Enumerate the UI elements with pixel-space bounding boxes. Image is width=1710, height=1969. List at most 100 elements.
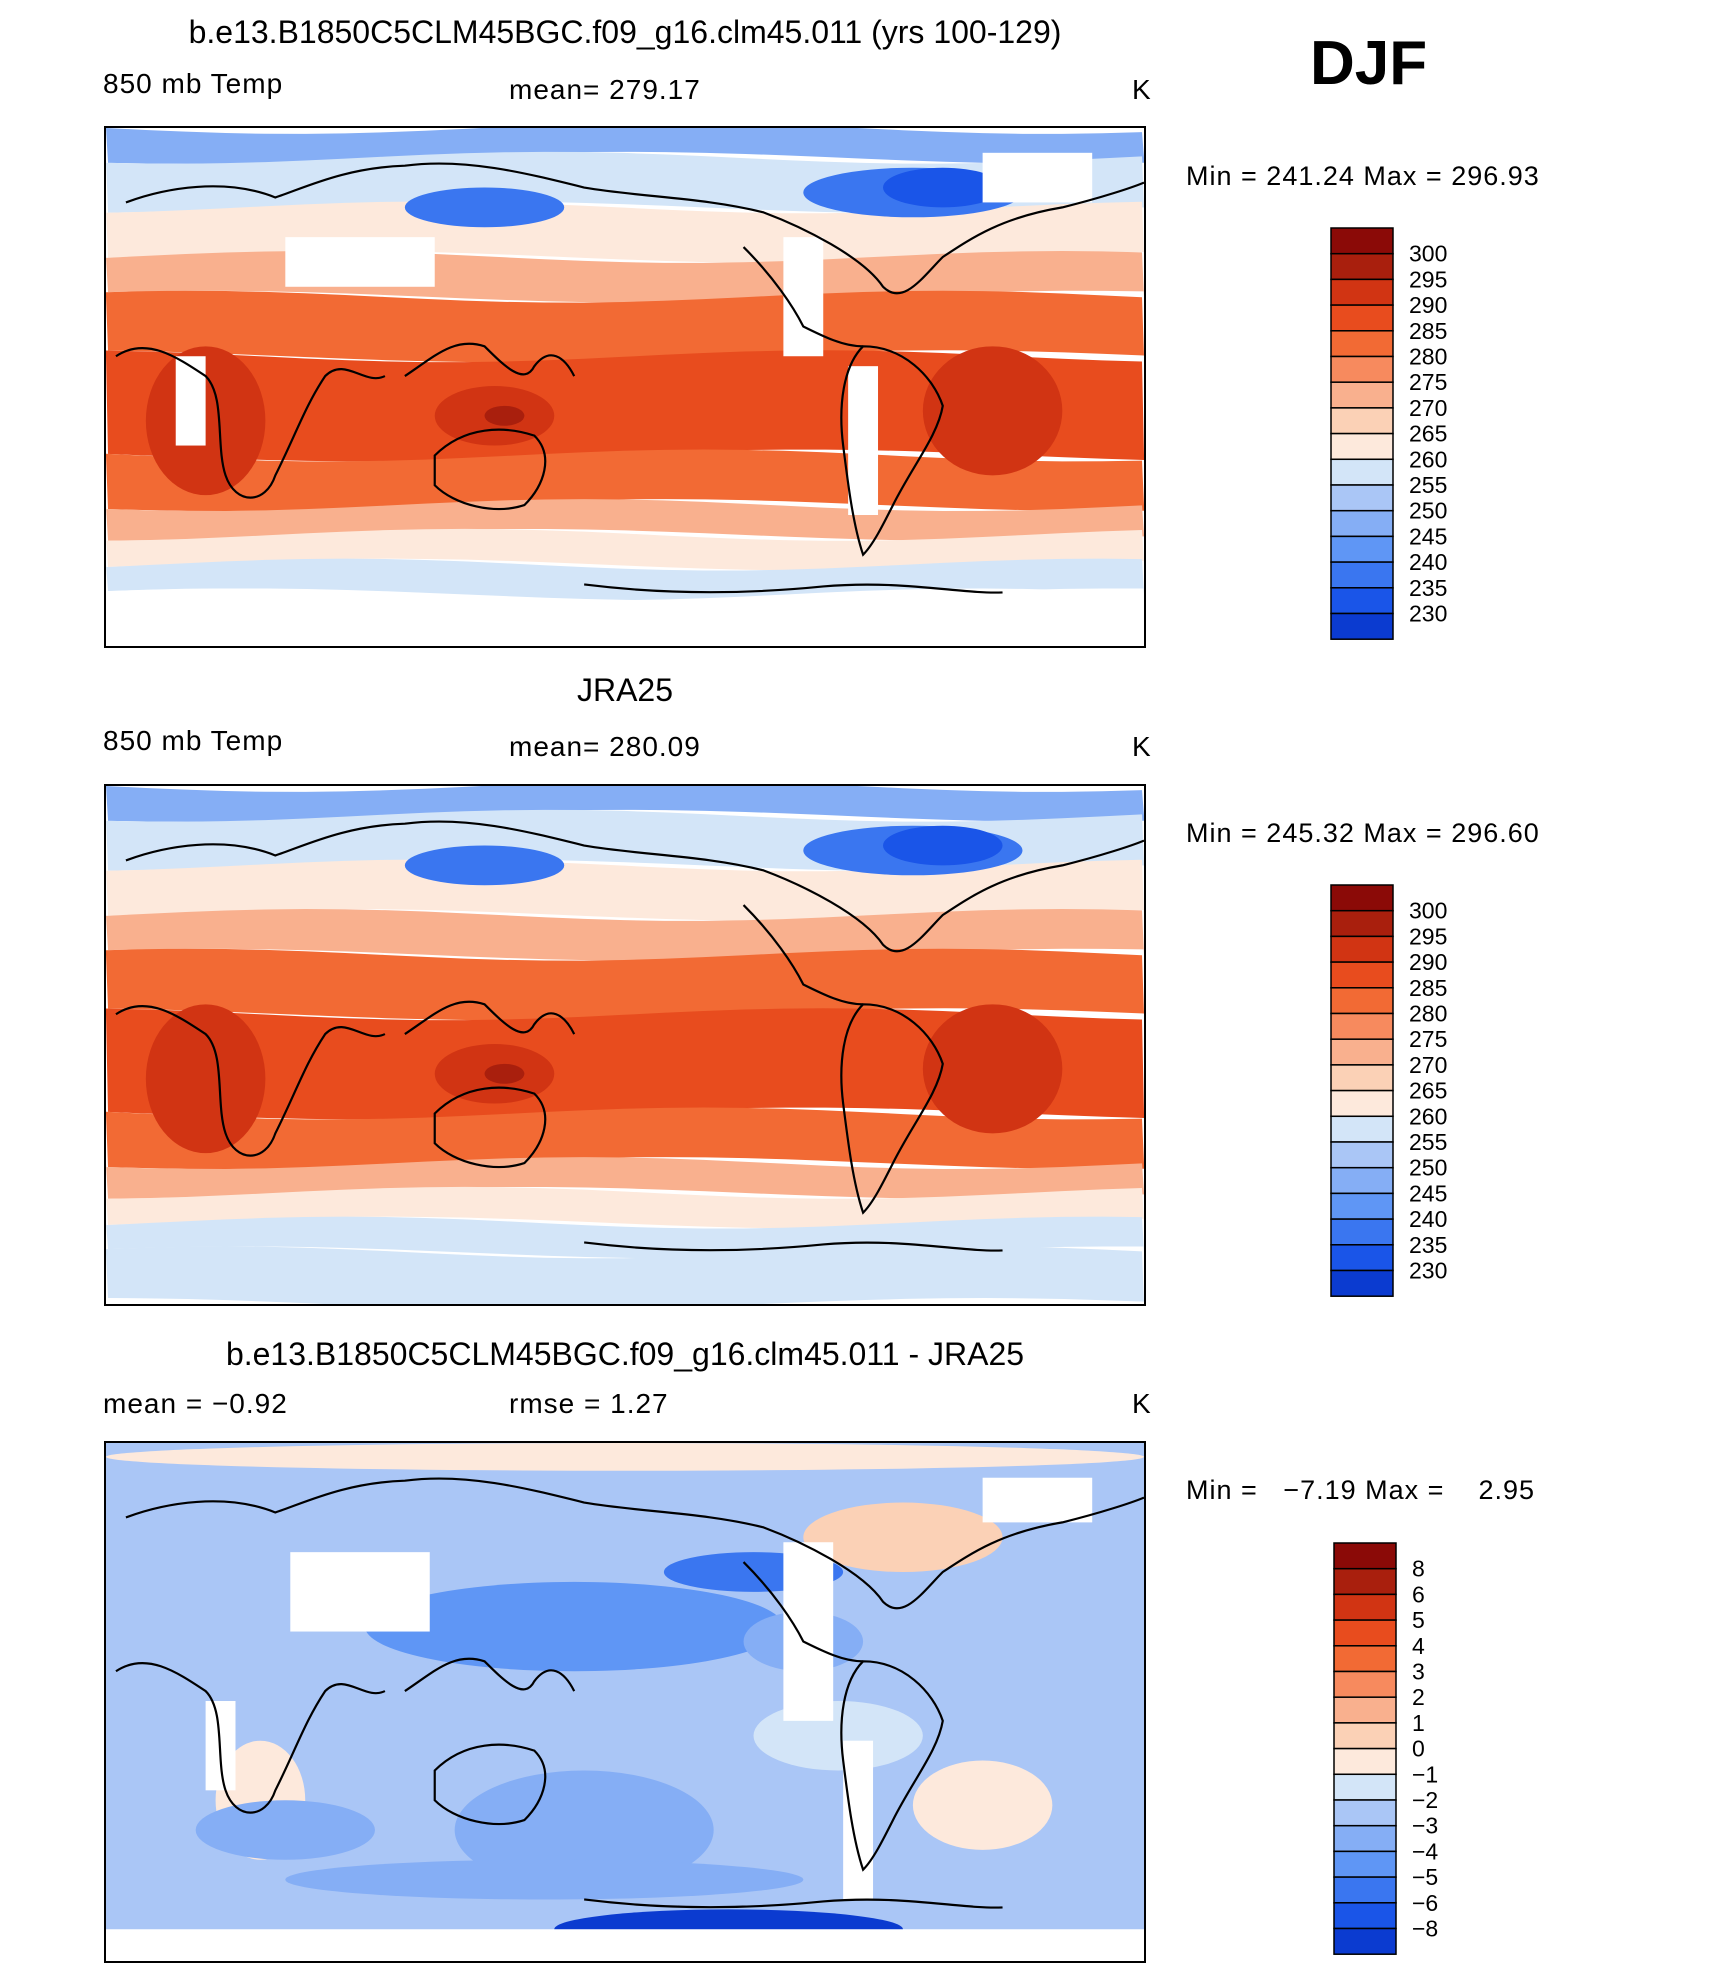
colorbar-tick-label: 265	[1409, 421, 1447, 447]
warm-region	[922, 346, 1063, 476]
panel-2-mean-label: mean= 280.09	[509, 731, 701, 762]
colorbar-tick-label: 255	[1409, 472, 1447, 498]
colorbar-tick-label: 245	[1409, 1180, 1447, 1206]
colorbar-tick-label: 290	[1409, 292, 1447, 318]
colorbar-tick-label: 0	[1412, 1736, 1425, 1762]
anomaly-region	[195, 1800, 375, 1860]
temperature-band	[106, 859, 1144, 921]
panel-3-mean-label: mean = −0.92	[103, 1388, 288, 1419]
coastline	[433, 1086, 547, 1169]
panel-2-max-label: Max	[1363, 818, 1418, 848]
colorbar-tick-label: 270	[1409, 395, 1447, 421]
colorbar-box	[1330, 612, 1394, 640]
panel-3-max-label: Max	[1365, 1475, 1420, 1505]
colorbar-tick-label: 250	[1409, 1155, 1447, 1181]
colorbar-tick-label: 270	[1409, 1052, 1447, 1078]
colorbar-tick-label: 240	[1409, 1206, 1447, 1232]
anomaly-region	[285, 1859, 804, 1900]
colorbar-tick-label: 245	[1409, 523, 1447, 549]
colorbar-box	[1330, 535, 1394, 563]
temperature-band	[106, 350, 1144, 462]
temperature-band	[106, 786, 1144, 822]
coastline	[742, 904, 864, 1006]
panel-3-map	[104, 1441, 1146, 1963]
colorbar-box	[1330, 1115, 1394, 1143]
coastline	[433, 1743, 547, 1826]
colorbar-box	[1333, 1567, 1397, 1596]
panel-3-field	[106, 1443, 1144, 1961]
colorbar-box	[1330, 909, 1394, 938]
panel-3-max-value: 2.95	[1478, 1475, 1535, 1505]
missing-data-area	[290, 1552, 430, 1632]
missing-data-area	[175, 356, 206, 446]
coastline	[125, 1477, 1144, 1610]
missing-data-area	[982, 1477, 1093, 1523]
colorbar-tick-label: 255	[1409, 1129, 1447, 1155]
panel-1-colorbar-svg: 3002952902852802752702652602552502452402…	[1330, 227, 1447, 640]
colorbar-box	[1330, 1218, 1394, 1246]
panel-1-map-svg	[106, 128, 1144, 646]
colorbar-tick-label: 275	[1409, 1026, 1447, 1052]
temperature-band	[106, 1107, 1144, 1170]
colorbar-tick-label: −2	[1412, 1787, 1438, 1813]
panel-1-max-label: Max	[1363, 161, 1418, 191]
colorbar-box	[1330, 278, 1394, 306]
missing-data-area	[848, 366, 879, 516]
colorbar-box	[1333, 1696, 1397, 1724]
cold-region	[404, 187, 565, 228]
colorbar-tick-label: −3	[1412, 1813, 1438, 1839]
panel-2-coastlines	[115, 820, 1144, 1252]
colorbar-tick-label: 300	[1409, 241, 1447, 267]
colorbar-box	[1330, 330, 1394, 358]
panel-2-colorbar: 300 295 290 285 280 275 270 265 260 255 250 245 240 2…	[1330, 884, 1531, 1310]
colorbar-tick-label: 275	[1409, 369, 1447, 395]
colorbar-box	[1330, 484, 1394, 512]
colorbar-box	[1333, 1902, 1397, 1930]
panel-2-map-svg	[106, 786, 1144, 1304]
colorbar-box	[1330, 458, 1394, 486]
colorbar-tick-label: 230	[1409, 601, 1447, 627]
colorbar-box	[1330, 1141, 1394, 1169]
colorbar-box	[1330, 509, 1394, 538]
panel-2-max-value: 296.60	[1451, 818, 1540, 848]
panel-2-title: JRA25	[576, 672, 674, 708]
temperature-band	[106, 449, 1144, 512]
panel-2-map	[104, 784, 1146, 1306]
colorbar-tick-label: 235	[1409, 575, 1447, 601]
colorbar-tick-label: −6	[1412, 1890, 1438, 1916]
colorbar-tick-label: 230	[1409, 1258, 1447, 1284]
colorbar-box	[1330, 1064, 1394, 1092]
panel-1-title: b.e13.B1850C5CLM45BGC.f09_g16.clm45.011 …	[188, 14, 1062, 50]
colorbar-tick-label: 6	[1412, 1581, 1425, 1607]
missing-data-area	[783, 1542, 834, 1721]
colorbar-tick-label: 240	[1409, 549, 1447, 575]
panel-1-field	[106, 128, 1144, 646]
temperature-band	[106, 290, 1144, 363]
anomaly-region	[753, 1701, 923, 1771]
panel-3-min-value: −7.19	[1283, 1475, 1357, 1505]
anomaly-region	[454, 1770, 714, 1890]
colorbar-tick-label: −1	[1412, 1761, 1438, 1787]
cold-region	[883, 825, 1003, 866]
cold-region	[883, 167, 1003, 208]
panel-1-variable-label: 850 mb Temp	[103, 68, 284, 99]
colorbar-tick-label: 260	[1409, 446, 1447, 472]
temperature-band	[106, 1216, 1144, 1259]
colorbar-tick-label: 250	[1409, 498, 1447, 524]
colorbar-box	[1330, 1089, 1394, 1118]
coastline	[115, 1661, 386, 1814]
colorbar-tick-label: 2	[1412, 1684, 1425, 1710]
colorbar-tick-label: 1	[1412, 1710, 1425, 1736]
colorbar-tick-label: 8	[1412, 1556, 1425, 1582]
warm-region	[145, 1004, 266, 1154]
colorbar-box	[1330, 432, 1394, 461]
panel-1-max-value: 296.93	[1451, 161, 1540, 191]
panel-1-min-value: 241.24	[1266, 161, 1355, 191]
anomaly-region	[912, 1760, 1053, 1850]
coastline	[742, 1561, 864, 1663]
colorbar-tick-label: 4	[1412, 1633, 1425, 1659]
coastline	[840, 345, 944, 557]
colorbar-box	[1333, 1799, 1397, 1827]
panel-3-minmax: Min = −7.19 Max = 2.95	[1186, 1475, 1535, 1505]
